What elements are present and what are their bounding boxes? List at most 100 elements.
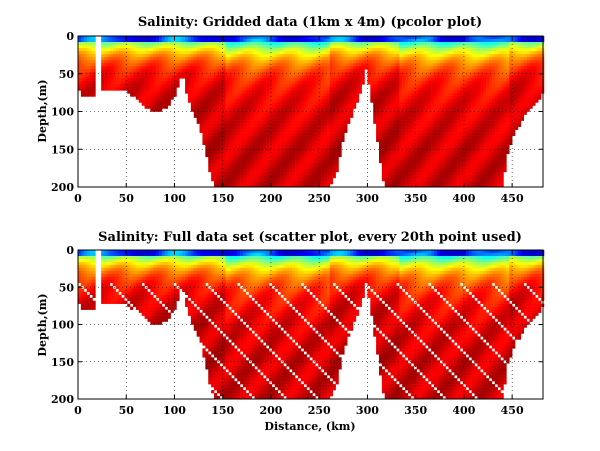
data-cell bbox=[439, 120, 443, 124]
data-cell bbox=[454, 87, 458, 91]
data-cell bbox=[164, 57, 169, 61]
data-cell bbox=[240, 51, 244, 55]
data-cell bbox=[274, 39, 278, 43]
data-cell bbox=[318, 120, 322, 124]
data-cell bbox=[321, 126, 325, 130]
data-cell bbox=[112, 84, 116, 88]
data-cell bbox=[381, 72, 386, 76]
data-cell bbox=[257, 126, 261, 130]
data-cell bbox=[448, 111, 452, 115]
data-cell bbox=[460, 105, 464, 109]
data-cell bbox=[167, 51, 171, 55]
data-cell bbox=[196, 81, 200, 85]
data-cell bbox=[222, 90, 226, 94]
data-cell bbox=[318, 42, 322, 46]
data-cell bbox=[237, 174, 241, 179]
data-cell bbox=[433, 102, 438, 106]
data-cell bbox=[373, 57, 377, 61]
data-cell bbox=[222, 141, 226, 146]
data-cell bbox=[384, 153, 388, 158]
data-cell bbox=[286, 108, 290, 112]
data-cell bbox=[425, 165, 429, 170]
data-cell bbox=[283, 84, 287, 88]
data-cell bbox=[376, 48, 380, 52]
data-cell bbox=[150, 87, 154, 91]
data-cell bbox=[358, 45, 362, 49]
data-cell bbox=[399, 138, 403, 142]
data-cell bbox=[150, 93, 154, 97]
data-cell bbox=[135, 87, 140, 91]
data-cell bbox=[436, 54, 441, 58]
data-cell bbox=[295, 75, 299, 79]
data-cell bbox=[347, 36, 351, 40]
data-cell bbox=[104, 69, 108, 73]
data-cell bbox=[431, 90, 435, 94]
data-cell bbox=[263, 135, 267, 139]
data-cell bbox=[457, 150, 461, 155]
data-cell bbox=[457, 69, 461, 73]
data-cell bbox=[312, 48, 316, 52]
data-cell bbox=[439, 75, 443, 79]
data-cell bbox=[193, 78, 197, 82]
data-cell bbox=[352, 36, 357, 40]
data-cell bbox=[457, 90, 461, 94]
data-cell bbox=[390, 78, 394, 82]
data-cell bbox=[280, 180, 284, 185]
data-cell bbox=[413, 99, 417, 103]
data-cell bbox=[338, 72, 342, 76]
data-cell bbox=[167, 60, 171, 64]
data-cell bbox=[312, 93, 316, 97]
data-cell bbox=[109, 87, 114, 91]
data-cell bbox=[89, 72, 93, 76]
data-cell bbox=[335, 162, 339, 167]
data-cell bbox=[266, 105, 270, 109]
data-cell bbox=[338, 144, 342, 149]
data-cell bbox=[173, 93, 177, 97]
data-cell bbox=[300, 129, 305, 133]
data-cell bbox=[242, 183, 247, 188]
data-cell bbox=[451, 39, 455, 43]
data-cell bbox=[358, 72, 362, 76]
data-cell bbox=[237, 75, 241, 79]
data-cell bbox=[297, 72, 302, 76]
data-cell bbox=[297, 129, 302, 133]
data-cell bbox=[355, 63, 360, 67]
data-cell bbox=[384, 63, 388, 67]
data-cell bbox=[431, 69, 435, 73]
data-cell bbox=[286, 147, 290, 152]
data-cell bbox=[234, 177, 238, 182]
plot-area-top bbox=[78, 36, 545, 188]
data-cell bbox=[161, 48, 166, 52]
data-cell bbox=[118, 45, 122, 49]
data-cell bbox=[170, 75, 174, 79]
data-cell bbox=[405, 180, 409, 185]
data-cell bbox=[347, 51, 351, 55]
data-cell bbox=[413, 171, 417, 176]
data-cell bbox=[248, 81, 252, 85]
data-cell bbox=[448, 63, 452, 67]
data-cell bbox=[324, 138, 328, 142]
data-cell bbox=[277, 168, 281, 173]
data-cell bbox=[289, 54, 293, 58]
data-cell bbox=[428, 36, 432, 40]
data-cell bbox=[410, 147, 415, 152]
data-cell bbox=[161, 105, 166, 109]
data-cell bbox=[240, 144, 244, 149]
data-cell bbox=[277, 84, 281, 88]
data-cell bbox=[89, 75, 93, 79]
data-cell bbox=[341, 108, 345, 112]
data-cell bbox=[451, 69, 455, 73]
data-cell bbox=[245, 171, 250, 176]
data-cell bbox=[436, 75, 441, 79]
data-cell bbox=[358, 39, 362, 43]
data-cell bbox=[384, 111, 388, 115]
data-cell bbox=[283, 66, 287, 70]
data-cell bbox=[124, 48, 128, 52]
data-cell bbox=[460, 102, 464, 106]
data-cell bbox=[156, 99, 160, 103]
data-cell bbox=[161, 81, 166, 85]
data-cell bbox=[312, 108, 316, 112]
data-cell bbox=[182, 39, 186, 43]
data-cell bbox=[361, 51, 365, 55]
data-cell bbox=[407, 84, 412, 88]
